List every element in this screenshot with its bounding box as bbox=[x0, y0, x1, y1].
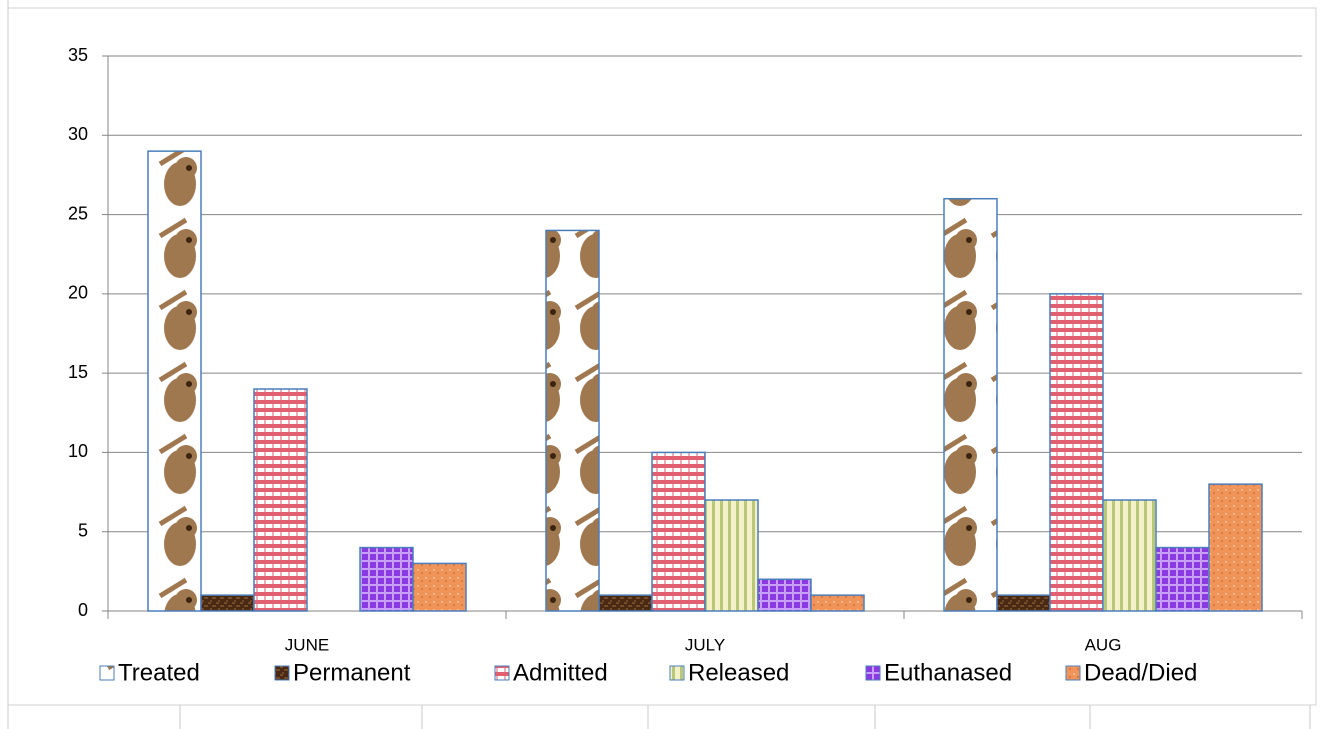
y-tick-label: 20 bbox=[68, 283, 88, 303]
legend-swatch bbox=[1065, 665, 1081, 681]
legend-label: Released bbox=[688, 659, 789, 686]
y-tick-label: 25 bbox=[68, 203, 88, 223]
bar bbox=[704, 499, 759, 612]
legend-swatch bbox=[274, 665, 290, 681]
bar bbox=[147, 150, 202, 612]
bar bbox=[545, 229, 600, 612]
bar bbox=[943, 197, 998, 612]
legend-label: Admitted bbox=[513, 659, 608, 686]
x-tick-label: JULY bbox=[685, 635, 725, 654]
legend-label: Euthanased bbox=[884, 659, 1012, 686]
y-tick-label: 15 bbox=[68, 362, 88, 382]
y-tick-label: 10 bbox=[68, 441, 88, 461]
y-tick-label: 0 bbox=[78, 600, 88, 620]
x-tick-label: JUNE bbox=[285, 635, 329, 654]
bar bbox=[412, 562, 467, 612]
bar bbox=[810, 594, 865, 612]
y-tick-label: 5 bbox=[78, 520, 88, 540]
y-tick-label: 30 bbox=[68, 124, 88, 144]
bar bbox=[757, 578, 812, 612]
bar bbox=[359, 546, 414, 612]
legend-swatch bbox=[99, 665, 115, 681]
bar bbox=[996, 594, 1051, 612]
bar bbox=[253, 388, 308, 612]
bar bbox=[1049, 293, 1104, 612]
legend-label: Treated bbox=[118, 659, 200, 686]
bar bbox=[1155, 546, 1210, 612]
legend-swatch bbox=[865, 665, 881, 681]
bar bbox=[598, 594, 653, 612]
bar bbox=[1208, 483, 1263, 612]
bar bbox=[651, 451, 706, 612]
legend-label: Permanent bbox=[293, 659, 411, 686]
legend-label: Dead/Died bbox=[1084, 659, 1197, 686]
legend-swatch bbox=[494, 665, 510, 681]
sheet-cells bbox=[7, 0, 1311, 729]
x-tick-label: AUG bbox=[1085, 635, 1122, 654]
bar bbox=[1102, 499, 1157, 612]
bar bbox=[200, 594, 255, 612]
legend-swatch bbox=[669, 665, 685, 681]
y-tick-label: 35 bbox=[68, 45, 88, 65]
